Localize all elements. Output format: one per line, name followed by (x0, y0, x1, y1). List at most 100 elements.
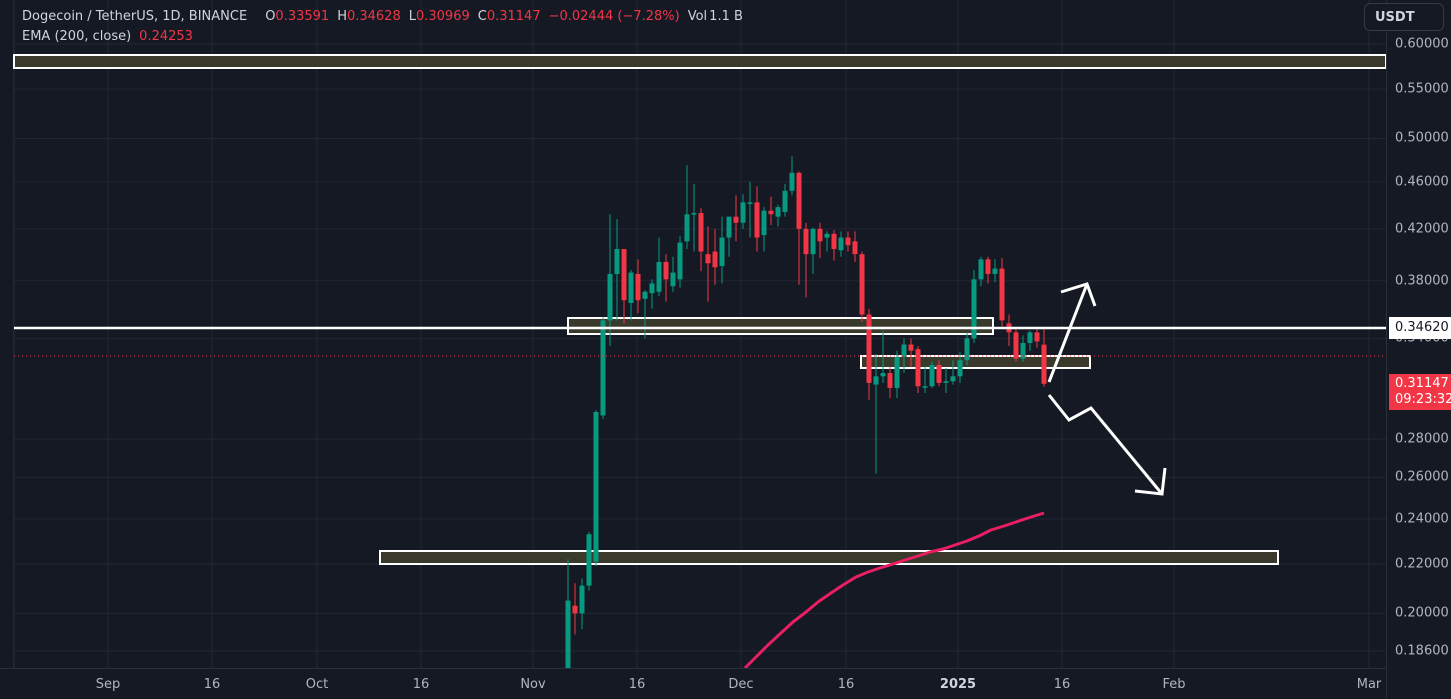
candle-body-down (572, 605, 578, 614)
price-tick-label: 0.24000 (1395, 511, 1449, 527)
candle-body-up (978, 259, 984, 280)
time-tick-label: 16 (1053, 677, 1071, 692)
candle-body-up (726, 216, 732, 238)
bar-countdown: 09:23:32 (1395, 392, 1451, 407)
currency-selector-button[interactable]: USDT (1364, 3, 1444, 31)
candle-body-up (964, 338, 970, 361)
candle-body-down (768, 210, 774, 215)
candle-body-down (1013, 332, 1019, 359)
candle-body-up (950, 376, 956, 382)
price-tick-label: 0.46000 (1395, 174, 1449, 190)
candle-body-up (747, 202, 753, 204)
volume-label: Vol (687, 9, 708, 24)
candle-body-up (880, 373, 886, 377)
time-tick-label: Mar (1356, 677, 1382, 692)
candle-body-down (698, 213, 704, 252)
candle-body-down (887, 373, 893, 388)
volume-value: 1.1 B (709, 9, 743, 24)
plot-area[interactable] (0, 0, 1386, 668)
candle-body-down (663, 261, 669, 280)
time-axis[interactable]: Sep 16 Oct 16 Nov 16 Dec 16 2025 16 Feb Mar (0, 668, 1386, 699)
candle-body-up (740, 202, 746, 223)
bullish-scenario-arrow-head (1060, 282, 1097, 307)
candle-body-up (649, 283, 655, 294)
low-label: L (408, 9, 416, 24)
candle-body-down (866, 314, 872, 383)
candle-body-down (817, 228, 823, 242)
candle-body-up (586, 534, 592, 586)
time-tick-label: 16 (412, 677, 430, 692)
close-label: C (477, 9, 487, 24)
candle-body-down (985, 259, 991, 274)
price-tick-label: 0.20000 (1395, 605, 1449, 621)
candle-body-up (628, 272, 634, 304)
candle-body-up (789, 172, 795, 191)
candle-body-down (712, 251, 718, 268)
bullish-scenario-arrow (1047, 283, 1089, 383)
candle-body-up (761, 210, 767, 236)
candle-body-up (1027, 332, 1033, 343)
open-value: 0.33591 (275, 9, 330, 24)
candle-body-down (915, 349, 921, 387)
price-tick-label: 0.42000 (1395, 221, 1449, 237)
price-axis[interactable]: 0.60000 0.55000 0.50000 0.46000 0.42000 0.380… (1386, 0, 1451, 698)
candle-body-down (999, 268, 1005, 321)
candle-body-up (614, 248, 620, 274)
candle-body-down (635, 273, 641, 301)
bearish-scenario-arrow-head (1134, 467, 1167, 496)
candle-body-down (621, 248, 627, 301)
candle-body-up (579, 585, 585, 614)
candle-body-up (894, 356, 900, 388)
candle-body-down (852, 241, 858, 255)
price-tick-label: 0.28000 (1395, 431, 1449, 447)
close-value: 0.31147 (486, 9, 541, 24)
symbol-ohlc-row: Dogecoin / TetherUS, 1D, BINANCE O 0.3359… (22, 7, 743, 27)
support-zone-low (379, 550, 1279, 565)
candle-body-down (705, 254, 711, 264)
low-value: 0.30969 (415, 9, 470, 24)
price-tick-label: 0.38000 (1395, 273, 1449, 289)
candle-body-up (929, 364, 935, 387)
candle-body-up (943, 381, 949, 383)
symbol-title[interactable]: Dogecoin / TetherUS, 1D, BINANCE (22, 9, 248, 24)
candle-body-up (957, 360, 963, 377)
candle-body-up (600, 320, 606, 416)
candle-body-up (670, 272, 676, 287)
candle-body-down (754, 202, 760, 238)
support-resistance-zone-mid (567, 317, 994, 335)
candle-body-down (845, 237, 851, 246)
candle-body-up (873, 376, 879, 385)
candle-body-up (677, 242, 683, 280)
ema-legend-row[interactable]: EMA (200, close) 0.24253 (22, 27, 743, 47)
time-tick-label: Dec (728, 677, 754, 692)
candle-body-up (810, 228, 816, 255)
ema-label: EMA (200, close) (22, 29, 132, 44)
candle-body-up (1020, 342, 1026, 359)
candle-body-up (782, 190, 788, 212)
candle-body-up (565, 600, 571, 668)
candle-body-down (1041, 344, 1047, 384)
candle-body-up (642, 291, 648, 299)
change-value: −0.02444 (−7.28%) (548, 9, 680, 24)
candle-body-up (719, 237, 725, 266)
candle-body-up (691, 213, 697, 215)
last-price-tag: 0.31147 09:23:32 (1389, 374, 1451, 410)
candle-body-up (901, 344, 907, 357)
candle-body-up (838, 237, 844, 251)
time-tick-label: Oct (305, 677, 329, 692)
price-tick-label: 0.50000 (1395, 130, 1449, 146)
time-tick-label: 16 (837, 677, 855, 692)
candle-body-down (908, 344, 914, 351)
price-tick-label: 0.22000 (1395, 556, 1449, 572)
price-chart-canvas[interactable] (0, 0, 1386, 668)
candle-body-up (656, 261, 662, 292)
time-tick-label: 2025 (939, 677, 977, 692)
time-tick-label: 16 (628, 677, 646, 692)
candle-body-up (922, 386, 928, 388)
candle-body-up (775, 207, 781, 217)
time-tick-label: 16 (203, 677, 221, 692)
candle-body-up (684, 214, 690, 242)
last-price-value: 0.31147 (1395, 376, 1449, 391)
candle-body-down (936, 364, 942, 383)
